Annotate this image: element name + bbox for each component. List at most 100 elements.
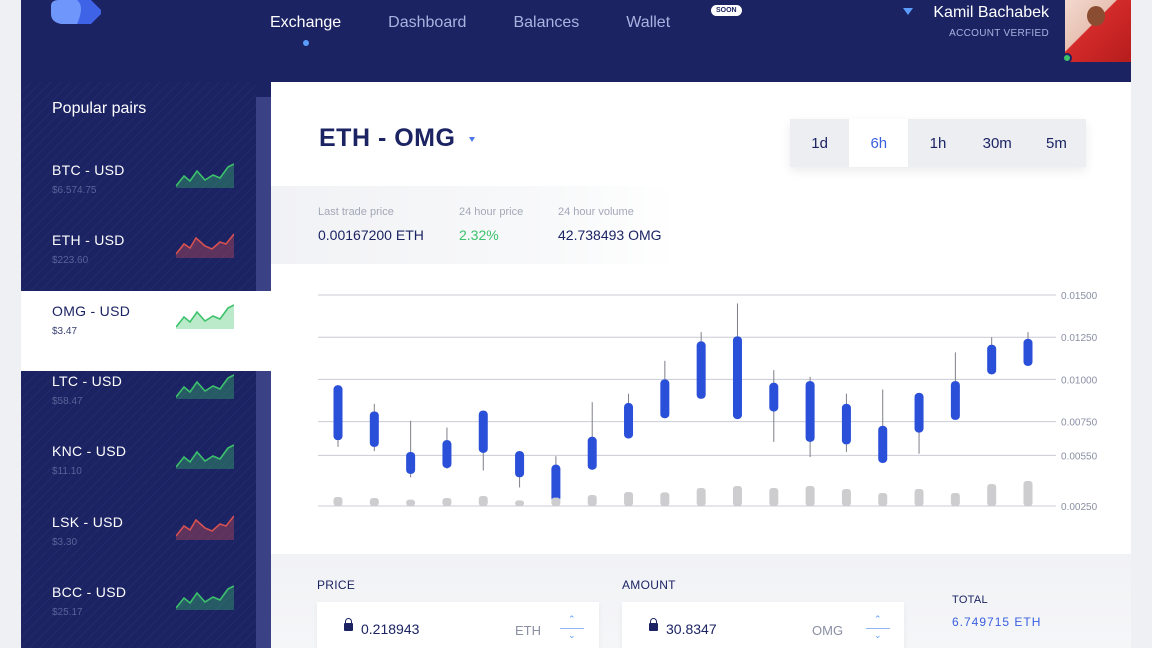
amount-stepper[interactable]: ⌃ ⌄ xyxy=(866,614,890,644)
candle-body xyxy=(587,436,597,470)
y-tick-label: 0.01500 xyxy=(1061,291,1098,302)
timeframe-1d[interactable]: 1d xyxy=(811,134,828,152)
sparkline-line xyxy=(176,515,234,536)
pair-price: $25.17 xyxy=(52,606,83,618)
y-tick-label: 0.01250 xyxy=(1061,333,1098,344)
sparkline-line xyxy=(176,303,234,328)
y-tick-label: 0.00550 xyxy=(1061,451,1098,462)
sparkline-area xyxy=(176,445,234,470)
pair-item-omg-usd[interactable]: OMG - USD $3.47 xyxy=(21,290,271,371)
nav-exchange[interactable]: Exchange xyxy=(270,14,342,46)
nav-exchange-label: Exchange xyxy=(270,14,342,31)
sparkline-up xyxy=(176,163,234,188)
market-stats: Last trade price 0.00167200 ETH 24 hour … xyxy=(271,186,676,264)
candle-body xyxy=(333,385,343,441)
volume-bar xyxy=(805,486,815,506)
timeframe-1h[interactable]: 1h xyxy=(929,134,947,152)
candle-body xyxy=(987,344,997,375)
nav-dashboard[interactable]: Dashboard xyxy=(388,14,466,32)
candle-body xyxy=(769,382,779,412)
sparkline-down xyxy=(176,233,234,259)
pair-item-bcc-usd[interactable]: BCC - USD $25.17 xyxy=(21,572,271,648)
y-tick-label: 0.01000 xyxy=(1061,375,1098,386)
price-stepper[interactable]: ⌃ ⌄ xyxy=(560,614,584,644)
pair-dropdown-caret-icon[interactable] xyxy=(469,137,475,142)
stepper-divider xyxy=(866,628,890,629)
price-decrement-icon[interactable]: ⌄ xyxy=(568,630,576,640)
timeframe-5m[interactable]: 5m xyxy=(1045,134,1067,152)
pair-item-ltc-usd[interactable]: LTC - USD $58.47 xyxy=(21,361,271,441)
price-field[interactable]: 0.218943 ETH ⌃ ⌄ xyxy=(317,602,599,648)
amount-field[interactable]: 30.8347 OMG ⌃ ⌄ xyxy=(622,602,904,648)
stat-24h-price-value: 2.32% xyxy=(459,227,499,243)
amount-increment-icon[interactable]: ⌃ xyxy=(874,614,882,624)
volume-bar xyxy=(624,492,634,506)
stat-last-trade: Last trade price 0.00167200 ETH xyxy=(318,206,424,243)
nav-active-indicator xyxy=(302,40,309,46)
timeframe-6h[interactable]: 6h xyxy=(849,119,909,167)
candle-body xyxy=(478,410,488,453)
nav-dashboard-label: Dashboard xyxy=(388,14,467,31)
candle-body xyxy=(660,379,670,419)
pair-item-btc-usd[interactable]: BTC - USD $6.574.75 xyxy=(21,150,271,230)
main-panel: ETH - OMG 1d 6h 1h 30m 5m Last trade pri… xyxy=(271,82,1131,648)
candle-body xyxy=(841,403,851,445)
pair-item-knc-usd[interactable]: KNC - USD $11.10 xyxy=(21,431,271,511)
pair-name: LSK - USD xyxy=(52,513,124,530)
price-label: PRICE xyxy=(317,578,356,592)
stat-24h-volume-value: 42.738493 OMG xyxy=(558,227,662,243)
pair-item-eth-usd[interactable]: ETH - USD $223.60 xyxy=(21,220,271,300)
sparkline-area xyxy=(176,374,234,399)
soon-badge: SOON xyxy=(711,5,742,16)
sparkline-down xyxy=(176,515,234,540)
pair-price: $11.10 xyxy=(52,466,82,478)
volume-bar xyxy=(406,499,416,506)
sparkline-line xyxy=(176,374,234,398)
volume-bar xyxy=(950,493,960,506)
pair-price: $6.574.75 xyxy=(52,185,97,196)
nav-wallet[interactable]: Wallet xyxy=(626,14,670,32)
nav-balances[interactable]: Balances xyxy=(513,14,579,32)
candle-body xyxy=(805,381,815,442)
pair-item-lsk-usd[interactable]: LSK - USD $3.30 xyxy=(21,502,271,582)
y-tick-label: 0.00750 xyxy=(1061,418,1098,429)
volume-bar xyxy=(732,486,742,506)
lock-icon xyxy=(344,618,353,631)
volume-bar xyxy=(515,500,525,506)
volume-bar xyxy=(442,498,452,506)
stat-last-trade-value: 0.00167200 ETH xyxy=(318,227,424,243)
candle-body xyxy=(442,440,452,469)
stat-24h-volume-label: 24 hour volume xyxy=(558,206,634,218)
volume-bar xyxy=(878,493,888,506)
sparkline-area xyxy=(176,304,234,329)
stepper-divider xyxy=(560,628,584,629)
volume-bar xyxy=(551,497,561,506)
amount-decrement-icon[interactable]: ⌄ xyxy=(874,630,882,640)
sparkline-area xyxy=(176,164,234,188)
price-currency: ETH xyxy=(515,623,541,638)
logo-icon[interactable] xyxy=(51,0,101,26)
candle-body xyxy=(551,464,561,502)
order-form: PRICE 0.218943 ETH ⌃ ⌄ AMOUNT 30.8347 OM… xyxy=(271,554,1131,648)
candle-body xyxy=(914,392,924,433)
candle-body xyxy=(1023,338,1033,366)
user-menu-caret-icon[interactable] xyxy=(903,8,913,15)
avatar[interactable] xyxy=(1065,0,1131,62)
price-input-value: 0.218943 xyxy=(361,621,420,637)
amount-label: AMOUNT xyxy=(622,578,676,592)
account-status: ACCOUNT VERFIED xyxy=(949,28,1049,39)
candle-body xyxy=(878,425,888,463)
volume-bar xyxy=(914,489,924,506)
nav-balances-label: Balances xyxy=(513,14,580,31)
timeframe-30m[interactable]: 30m xyxy=(982,134,1012,152)
user-menu[interactable]: Kamil Bachabek ACCOUNT VERFIED xyxy=(933,4,1049,39)
volume-bar xyxy=(587,495,597,506)
volume-bar xyxy=(841,489,851,506)
sidebar-scrollbar[interactable] xyxy=(256,97,271,648)
lock-icon xyxy=(649,618,658,631)
volume-bar xyxy=(369,498,379,506)
pair-title[interactable]: ETH - OMG xyxy=(319,124,456,152)
avatar-photo xyxy=(1087,6,1105,26)
volume-bar xyxy=(333,497,343,506)
price-increment-icon[interactable]: ⌃ xyxy=(568,614,576,624)
